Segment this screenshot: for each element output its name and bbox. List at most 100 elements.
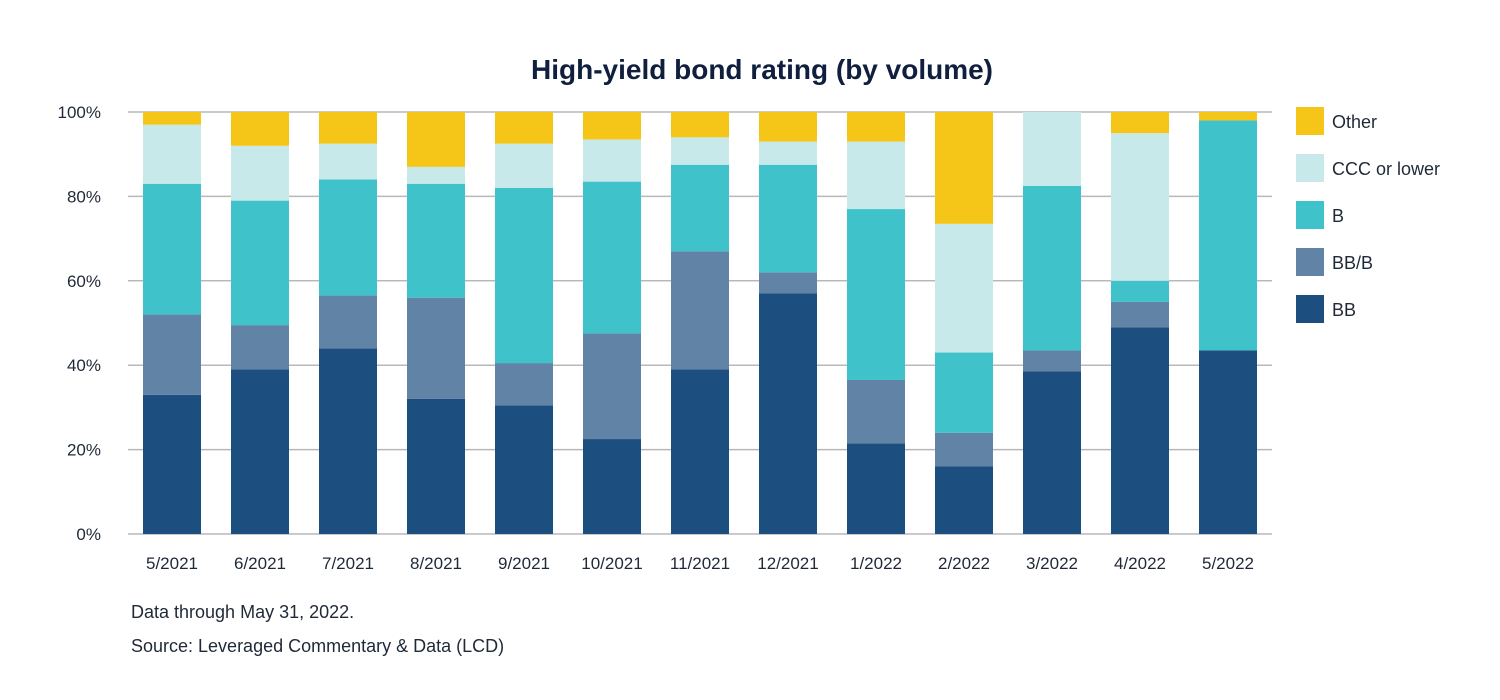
- bar-segment-b: [231, 200, 289, 326]
- bar-segment-other: [583, 112, 641, 140]
- bar-segment-bb: [759, 293, 817, 534]
- bar-segment-ccc-or-lower: [143, 124, 201, 184]
- bar-segment-ccc-or-lower: [1111, 133, 1169, 281]
- bar-segment-bb-b: [583, 333, 641, 440]
- bar-segment-ccc-or-lower: [319, 143, 377, 180]
- bars: [143, 112, 1257, 534]
- bar-segment-bb-b: [935, 432, 993, 467]
- bar-segment-bb: [231, 369, 289, 534]
- bar-segment-bb-b: [1023, 350, 1081, 372]
- bar-segment-b: [1023, 185, 1081, 351]
- y-axis-ticks: 0% 20% 40% 60% 80% 100%: [58, 103, 101, 544]
- chart-title: High-yield bond rating (by volume): [531, 54, 993, 85]
- x-tick-label: 11/2021: [670, 554, 730, 573]
- bar-segment-bb-b: [759, 272, 817, 294]
- bar-segment-b: [759, 164, 817, 273]
- bar-segment-other: [1111, 112, 1169, 134]
- legend-swatch: [1296, 295, 1324, 323]
- bar-segment-ccc-or-lower: [583, 139, 641, 182]
- bar-segment-b: [583, 181, 641, 334]
- bar-segment-b: [671, 164, 729, 252]
- x-tick-label: 3/2022: [1026, 554, 1078, 573]
- legend-label: CCC or lower: [1332, 159, 1440, 179]
- y-tick-label: 0%: [76, 525, 101, 544]
- bar-segment-bb-b: [847, 379, 905, 444]
- legend: Other CCC or lower B BB/B BB: [1296, 107, 1440, 323]
- bar-segment-other: [671, 112, 729, 138]
- bar-segment-bb: [1199, 350, 1257, 534]
- bar-segment-ccc-or-lower: [847, 141, 905, 210]
- bar-segment-bb: [847, 443, 905, 534]
- bar-segment-ccc-or-lower: [671, 137, 729, 165]
- bar-segment-other: [759, 112, 817, 142]
- bar-segment-bb: [495, 405, 553, 534]
- bar-segment-ccc-or-lower: [407, 166, 465, 184]
- bar-segment-bb-b: [671, 251, 729, 370]
- legend-swatch: [1296, 107, 1324, 135]
- x-tick-label: 8/2021: [410, 554, 462, 573]
- footnote-source: Source: Leveraged Commentary & Data (LCD…: [131, 636, 505, 656]
- bar-segment-b: [319, 179, 377, 296]
- bar-segment-ccc-or-lower: [231, 145, 289, 201]
- y-tick-label: 40%: [67, 356, 101, 375]
- bar-segment-b: [847, 209, 905, 380]
- bar-segment-other: [847, 112, 905, 142]
- bar-segment-other: [143, 112, 201, 125]
- bar-segment-bb: [1023, 371, 1081, 534]
- bar-segment-other: [1199, 112, 1257, 121]
- bar-segment-other: [319, 112, 377, 144]
- bar-segment-b: [1199, 120, 1257, 351]
- legend-swatch: [1296, 248, 1324, 276]
- legend-swatch: [1296, 201, 1324, 229]
- footnote-data-through: Data through May 31, 2022.: [131, 602, 355, 622]
- bar-segment-other: [407, 112, 465, 167]
- bar-segment-other: [935, 112, 993, 224]
- bar-segment-other: [231, 112, 289, 146]
- bar-segment-bb-b: [319, 295, 377, 349]
- bar-segment-bb-b: [143, 314, 201, 395]
- bar-segment-b: [1111, 280, 1169, 302]
- bar-segment-ccc-or-lower: [1023, 112, 1081, 186]
- legend-label: BB: [1332, 300, 1356, 320]
- x-tick-label: 12/2021: [757, 554, 818, 573]
- bar-segment-ccc-or-lower: [935, 223, 993, 353]
- bar-segment-ccc-or-lower: [495, 143, 553, 188]
- bar-segment-bb-b: [407, 297, 465, 399]
- legend-label: B: [1332, 206, 1344, 226]
- bar-segment-bb-b: [231, 325, 289, 370]
- x-tick-label: 5/2022: [1202, 554, 1254, 573]
- x-tick-label: 4/2022: [1114, 554, 1166, 573]
- x-tick-label: 5/2021: [146, 554, 198, 573]
- bar-segment-bb-b: [495, 363, 553, 406]
- y-tick-label: 60%: [67, 272, 101, 291]
- legend-label: BB/B: [1332, 253, 1373, 273]
- bar-segment-b: [935, 352, 993, 433]
- x-tick-label: 7/2021: [322, 554, 374, 573]
- bar-segment-b: [143, 183, 201, 315]
- x-axis-ticks: 5/2021 6/2021 7/2021 8/2021 9/2021 10/2021 11/…: [146, 554, 1254, 573]
- bar-segment-bb: [583, 439, 641, 534]
- x-tick-label: 9/2021: [498, 554, 550, 573]
- legend-swatch: [1296, 154, 1324, 182]
- x-tick-label: 2/2022: [938, 554, 990, 573]
- bar-segment-bb: [143, 394, 201, 534]
- bar-segment-bb: [407, 398, 465, 534]
- bar-segment-bb: [935, 466, 993, 534]
- bar-segment-bb: [319, 348, 377, 534]
- bar-segment-bb: [1111, 327, 1169, 534]
- x-tick-label: 1/2022: [850, 554, 902, 573]
- legend-label: Other: [1332, 112, 1377, 132]
- bar-segment-b: [495, 187, 553, 364]
- x-tick-label: 10/2021: [581, 554, 642, 573]
- bar-segment-bb: [671, 369, 729, 534]
- bar-segment-b: [407, 183, 465, 298]
- bar-segment-ccc-or-lower: [759, 141, 817, 165]
- y-tick-label: 100%: [58, 103, 101, 122]
- bar-segment-other: [495, 112, 553, 144]
- bar-segment-bb-b: [1111, 301, 1169, 328]
- y-tick-label: 20%: [67, 441, 101, 460]
- y-tick-label: 80%: [67, 187, 101, 206]
- x-tick-label: 6/2021: [234, 554, 286, 573]
